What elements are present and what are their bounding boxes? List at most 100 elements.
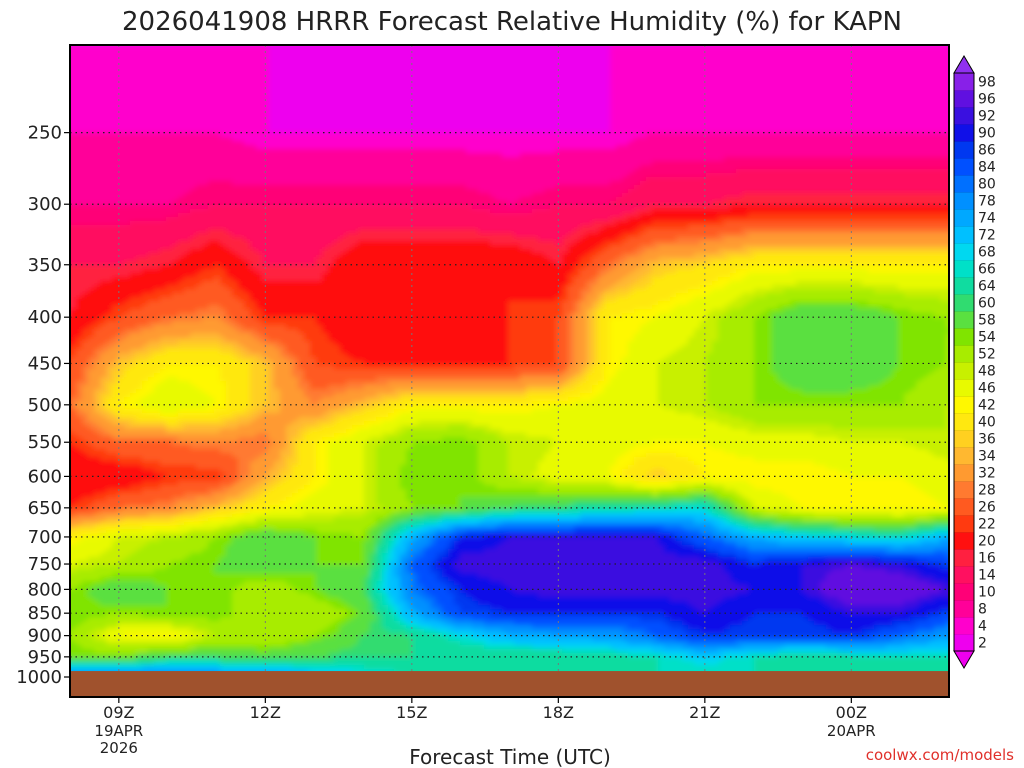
humidity-cell [802,53,809,58]
humidity-cell [454,173,461,178]
humidity-cell [460,77,467,82]
humidity-cell [364,137,371,142]
humidity-cell [562,49,569,54]
humidity-cell [466,65,473,70]
humidity-cell [532,141,539,146]
humidity-cell [604,109,611,114]
humidity-cell [760,133,767,138]
humidity-cell [724,53,731,58]
humidity-cell [586,77,593,82]
humidity-cell [586,121,593,126]
humidity-cell [676,81,683,86]
humidity-cell [88,89,95,94]
humidity-cell [802,153,809,158]
humidity-cell [316,161,323,166]
humidity-cell [598,109,605,114]
humidity-cell [760,93,767,98]
humidity-cell [532,85,539,90]
humidity-cell [490,161,497,166]
humidity-cell [856,117,863,122]
humidity-cell [76,133,83,138]
humidity-cell [754,137,761,142]
humidity-cell [346,81,353,86]
humidity-cell [298,157,305,162]
humidity-cell [286,113,293,118]
humidity-cell [796,105,803,110]
humidity-cell [532,121,539,126]
humidity-cell [832,109,839,114]
humidity-cell [244,97,251,102]
humidity-cell [256,165,263,170]
humidity-cell [412,113,419,118]
humidity-cell [790,65,797,70]
humidity-cell [256,133,263,138]
humidity-cell [514,93,521,98]
humidity-cell [202,81,209,86]
humidity-cell [148,57,155,62]
humidity-cell [340,145,347,150]
humidity-cell [226,93,233,98]
humidity-cell [460,57,467,62]
humidity-cell [694,169,701,174]
humidity-cell [898,153,905,158]
humidity-cell [604,65,611,70]
humidity-cell [712,73,719,78]
humidity-cell [628,81,635,86]
humidity-cell [334,65,341,70]
humidity-cell [112,105,119,110]
humidity-cell [130,85,137,90]
humidity-cell [88,169,95,174]
humidity-cell [688,69,695,74]
humidity-cell [280,149,287,154]
humidity-cell [754,85,761,90]
humidity-cell [298,173,305,178]
humidity-cell [142,65,149,70]
humidity-cell [172,161,179,166]
humidity-cell [484,73,491,78]
humidity-cell [778,97,785,102]
humidity-cell [502,109,509,114]
humidity-cell [274,145,281,150]
humidity-cell [538,145,545,150]
humidity-cell [274,141,281,146]
humidity-cell [292,85,299,90]
humidity-cell [232,93,239,98]
humidity-cell [376,165,383,170]
humidity-cell [868,81,875,86]
humidity-cell [346,109,353,114]
humidity-cell [178,73,185,78]
humidity-cell [538,57,545,62]
humidity-cell [910,53,917,58]
humidity-cell [664,69,671,74]
humidity-cell [352,117,359,122]
humidity-cell [904,81,911,86]
humidity-cell [268,169,275,174]
humidity-cell [136,165,143,170]
humidity-cell [448,145,455,150]
humidity-cell [370,173,377,178]
humidity-cell [442,161,449,166]
humidity-cell [688,117,695,122]
humidity-cell [802,109,809,114]
humidity-cell [526,137,533,142]
humidity-cell [700,65,707,70]
humidity-cell [124,153,131,158]
humidity-cell [448,97,455,102]
humidity-cell [844,125,851,130]
humidity-cell [910,133,917,138]
humidity-cell [736,89,743,94]
humidity-cell [490,53,497,58]
humidity-cell [394,85,401,90]
humidity-cell [922,73,929,78]
humidity-cell [82,49,89,54]
humidity-cell [274,65,281,70]
humidity-cell [910,165,917,170]
humidity-cell [682,137,689,142]
humidity-cell [256,77,263,82]
humidity-cell [688,73,695,78]
humidity-cell [94,53,101,58]
humidity-cell [118,53,125,58]
humidity-cell [874,105,881,110]
humidity-cell [250,61,257,66]
humidity-cell [424,133,431,138]
